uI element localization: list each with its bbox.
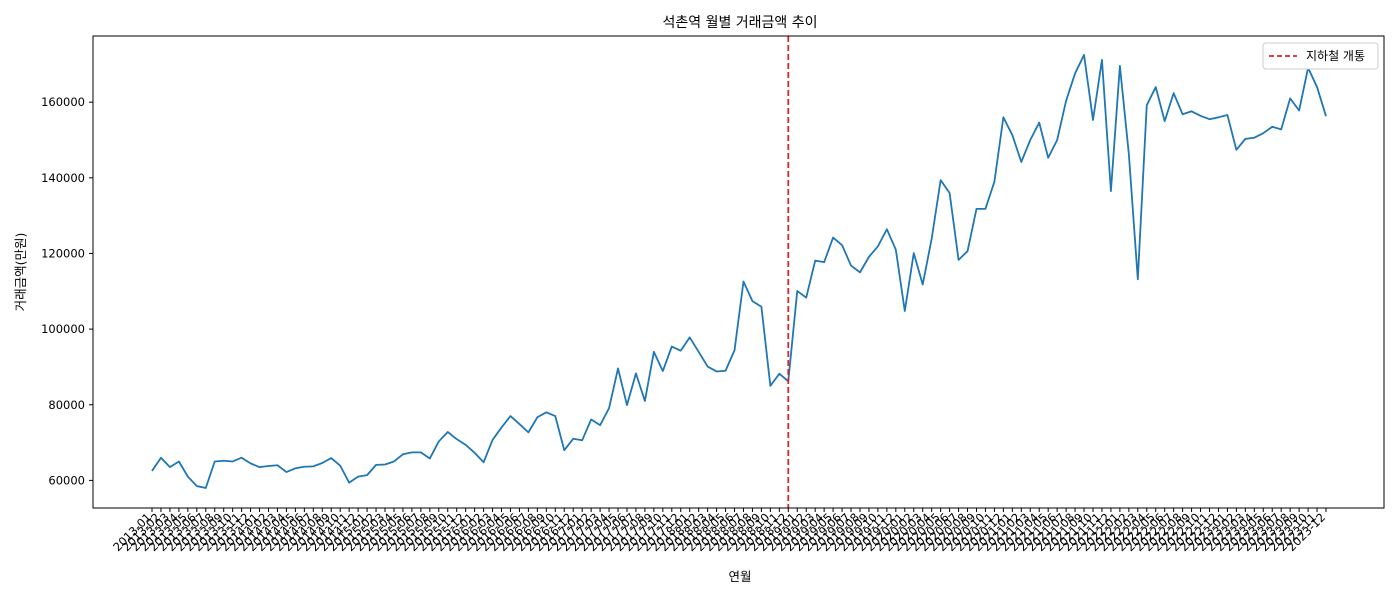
x-axis-ticks: 2013-012013-022013-032013-042013-052013-… <box>110 508 1328 554</box>
series-line <box>151 54 1327 489</box>
plot-frame <box>92 35 1385 509</box>
y-tick-label: 80000 <box>48 398 85 412</box>
x-axis-label: 연월 <box>728 569 751 584</box>
y-axis-ticks: 60000 80000 100000 120000 140000 160000 <box>41 95 93 487</box>
legend-box <box>1262 42 1379 70</box>
series-layer <box>151 36 1327 508</box>
y-tick-label: 60000 <box>48 473 85 487</box>
legend: 지하철 개통 <box>1262 42 1379 70</box>
chart-title: 석촌역 월별 거래금액 추이 <box>662 15 817 31</box>
legend-label: 지하철 개통 <box>1306 49 1365 63</box>
y-tick-label: 100000 <box>41 322 85 336</box>
y-tick-label: 140000 <box>41 171 85 185</box>
y-tick-label: 120000 <box>41 246 85 260</box>
y-tick-label: 160000 <box>41 95 85 109</box>
y-axis-label: 거래금액(만원) <box>13 233 28 312</box>
